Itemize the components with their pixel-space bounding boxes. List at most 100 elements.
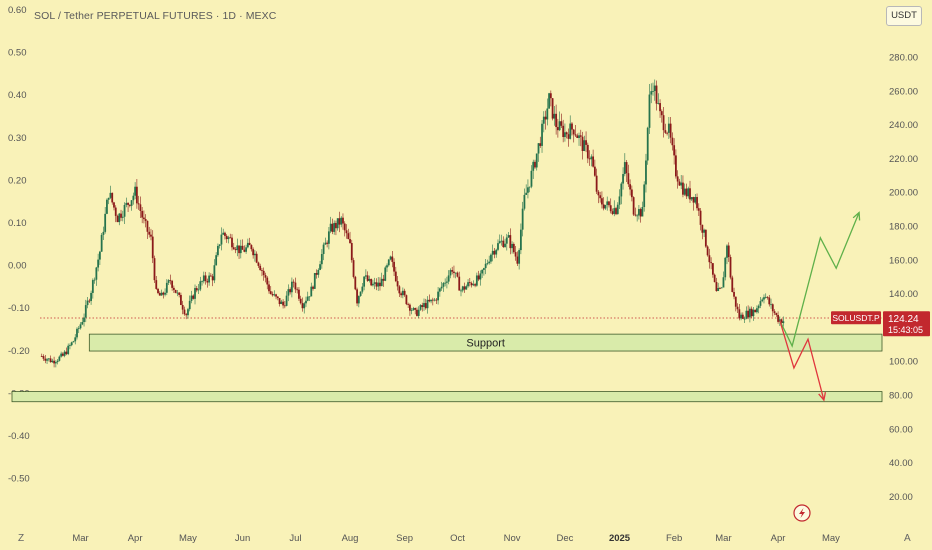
candle	[202, 271, 205, 284]
candle-body	[181, 304, 184, 310]
candle-body	[780, 319, 783, 324]
candle	[704, 229, 707, 248]
candle-body	[387, 259, 390, 266]
candle	[266, 276, 269, 290]
candle-body	[696, 197, 698, 209]
candle	[245, 244, 247, 254]
candle	[167, 279, 170, 285]
x-axis-tick: Sep	[396, 533, 413, 544]
auto-scale-icon[interactable]: A	[904, 533, 911, 544]
candle-body	[372, 283, 374, 286]
candle-body	[292, 281, 295, 283]
candle	[525, 184, 528, 196]
candle-body	[162, 292, 165, 295]
candle	[151, 230, 154, 264]
candle	[116, 214, 119, 223]
candle-body	[407, 304, 410, 305]
candle-body	[86, 300, 89, 306]
candle-body	[106, 199, 108, 214]
candle	[435, 297, 438, 305]
candle	[708, 248, 711, 269]
candle-body	[636, 215, 639, 217]
candle-body	[583, 140, 586, 151]
candle-body	[512, 243, 515, 253]
left-axis-tick: -0.20	[8, 346, 30, 357]
candle-body	[289, 289, 292, 293]
candle-body	[447, 275, 450, 282]
candle	[65, 347, 68, 356]
candle	[93, 277, 96, 284]
candle-body	[664, 130, 667, 133]
price-tag-value: 124.24	[888, 314, 919, 325]
candle	[333, 220, 336, 235]
candle	[239, 239, 242, 259]
candle-body	[708, 255, 711, 263]
candle-body	[623, 162, 626, 175]
candle-body	[440, 286, 443, 289]
candle	[724, 256, 727, 281]
candle-body	[172, 287, 175, 290]
candle	[215, 252, 218, 266]
candle-body	[109, 192, 112, 198]
candle-body	[118, 213, 121, 223]
lightning-icon[interactable]	[793, 504, 811, 522]
candle	[72, 340, 75, 343]
candle-body	[178, 292, 181, 295]
candle-body	[398, 286, 401, 294]
currency-selector-button[interactable]: USDT	[886, 6, 922, 26]
candle-body	[490, 254, 492, 262]
candle	[623, 153, 626, 177]
candle-body	[542, 116, 545, 124]
candle	[697, 203, 700, 216]
candle	[664, 123, 667, 134]
candle-body	[706, 246, 709, 256]
candle-body	[192, 295, 195, 299]
candle	[643, 181, 646, 212]
candle	[157, 287, 159, 295]
candle-body	[704, 229, 707, 247]
candle-body	[241, 245, 244, 250]
candle-body	[571, 123, 573, 130]
candle	[296, 287, 299, 294]
candle	[775, 312, 778, 317]
candle-body	[47, 358, 50, 360]
candle	[646, 126, 649, 165]
candle	[521, 201, 524, 237]
candle-body	[646, 127, 649, 161]
candle-body	[46, 359, 48, 361]
candle	[571, 121, 573, 136]
candle-body	[150, 234, 152, 237]
candle	[437, 287, 440, 305]
candle	[211, 273, 214, 287]
candle-body	[578, 135, 580, 138]
candle	[354, 275, 357, 291]
candle	[747, 305, 750, 320]
candle	[696, 193, 698, 211]
candle	[595, 168, 598, 194]
left-axis-tick: 0.30	[8, 133, 27, 144]
timezone-icon[interactable]: Z	[18, 533, 24, 544]
candle-body	[199, 281, 202, 290]
candle-body	[539, 143, 542, 146]
price-tag	[883, 311, 930, 337]
x-axis: Mar Apr May Jun Jul Aug Sep Oct Nov Dec 2025 Feb Mar…	[72, 533, 840, 544]
candle	[421, 302, 424, 312]
candle	[373, 277, 376, 290]
candle	[722, 271, 725, 288]
candle	[225, 234, 228, 243]
candle	[710, 257, 713, 270]
candle-body	[606, 201, 609, 205]
candle	[472, 280, 475, 287]
candle	[352, 257, 355, 279]
candle	[104, 206, 107, 234]
candle	[326, 240, 329, 248]
candle-body	[412, 308, 415, 311]
candle	[246, 238, 249, 249]
candle	[764, 293, 767, 299]
candle	[227, 235, 230, 244]
candle	[449, 268, 452, 279]
candle	[155, 276, 158, 290]
candle-body	[345, 230, 348, 234]
candle	[569, 115, 572, 140]
